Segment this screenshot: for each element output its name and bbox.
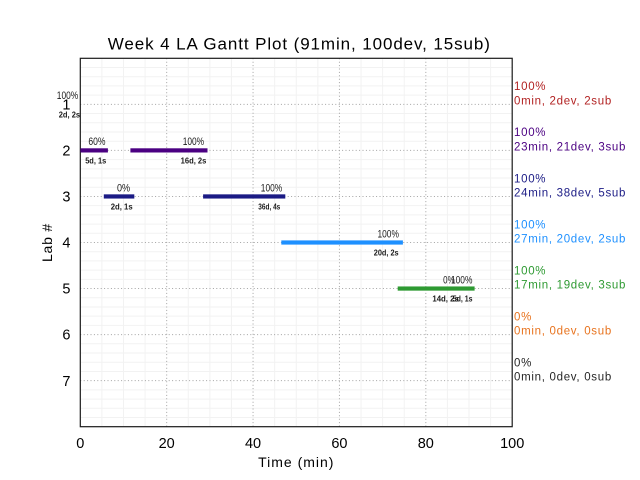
- svg-text:1: 1: [62, 97, 70, 113]
- svg-text:60%: 60%: [88, 136, 106, 148]
- svg-text:23min, 21dev, 3sub: 23min, 21dev, 3sub: [514, 141, 626, 153]
- svg-text:100%: 100%: [378, 228, 400, 240]
- svg-text:5d, 1s: 5d, 1s: [453, 295, 473, 304]
- svg-text:4: 4: [62, 236, 70, 252]
- svg-text:20d, 2s: 20d, 2s: [374, 249, 400, 258]
- svg-text:36d, 4s: 36d, 4s: [258, 202, 281, 211]
- svg-text:60: 60: [331, 436, 347, 452]
- svg-text:5: 5: [62, 282, 70, 298]
- svg-text:27min, 20dev, 2sub: 27min, 20dev, 2sub: [514, 234, 626, 246]
- svg-text:0%: 0%: [514, 311, 532, 323]
- svg-text:16d, 2s: 16d, 2s: [181, 156, 207, 165]
- svg-text:3: 3: [62, 190, 70, 206]
- svg-text:100%: 100%: [514, 81, 546, 93]
- svg-text:24min, 38dev, 5sub: 24min, 38dev, 5sub: [514, 187, 626, 199]
- svg-text:Lab #: Lab #: [39, 223, 55, 262]
- svg-text:0min, 2dev, 2sub: 0min, 2dev, 2sub: [514, 95, 612, 107]
- svg-text:Week 4 LA Gantt Plot (91min, 1: Week 4 LA Gantt Plot (91min, 100dev, 15s…: [108, 35, 491, 54]
- svg-text:0%: 0%: [514, 357, 532, 369]
- svg-text:14d, 2s: 14d, 2s: [432, 295, 459, 304]
- svg-text:100%: 100%: [57, 90, 79, 102]
- svg-text:40: 40: [245, 436, 261, 452]
- svg-text:0min, 0dev, 0sub: 0min, 0dev, 0sub: [514, 326, 612, 338]
- svg-text:6: 6: [62, 328, 70, 344]
- svg-text:20: 20: [159, 436, 175, 452]
- svg-text:100%: 100%: [514, 219, 546, 231]
- svg-text:0min, 0dev, 0sub: 0min, 0dev, 0sub: [514, 372, 612, 384]
- svg-text:100%: 100%: [514, 173, 546, 185]
- svg-text:2d, 1s: 2d, 1s: [111, 202, 134, 211]
- svg-text:80: 80: [418, 436, 434, 452]
- svg-text:2d, 2s: 2d, 2s: [59, 110, 81, 119]
- svg-text:100%: 100%: [514, 265, 546, 277]
- svg-text:0%: 0%: [443, 274, 455, 286]
- svg-text:100: 100: [500, 436, 524, 452]
- svg-text:100%: 100%: [183, 136, 205, 148]
- svg-text:Time (min): Time (min): [258, 454, 334, 470]
- svg-text:17min, 19dev, 3sub: 17min, 19dev, 3sub: [514, 280, 626, 292]
- svg-text:2: 2: [62, 144, 70, 160]
- svg-text:5d, 1s: 5d, 1s: [85, 156, 107, 165]
- svg-text:0: 0: [76, 436, 84, 452]
- svg-text:100%: 100%: [514, 127, 546, 139]
- svg-text:0%: 0%: [117, 182, 131, 194]
- svg-text:7: 7: [62, 374, 70, 390]
- svg-text:100%: 100%: [261, 182, 283, 194]
- svg-text:100%: 100%: [451, 274, 473, 286]
